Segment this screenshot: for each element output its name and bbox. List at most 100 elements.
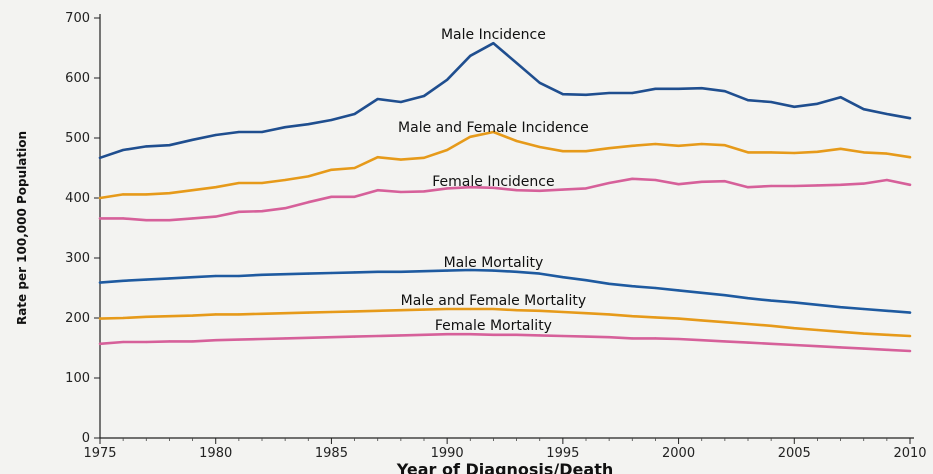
data-point	[816, 102, 819, 105]
data-point	[862, 108, 865, 111]
data-point	[168, 219, 171, 222]
data-point	[700, 180, 703, 183]
data-point	[515, 189, 518, 192]
series-label-1: Male and Female Incidence	[398, 120, 589, 136]
data-point	[700, 291, 703, 294]
data-point	[515, 333, 518, 336]
data-point	[608, 336, 611, 339]
data-point	[98, 317, 102, 320]
data-point	[284, 126, 287, 129]
data-point	[214, 313, 217, 316]
data-point	[399, 100, 402, 104]
data-point	[307, 272, 310, 275]
data-point	[399, 309, 402, 312]
data-point	[538, 334, 541, 337]
series-label-5: Female Mortality	[435, 318, 552, 334]
data-point	[422, 190, 426, 193]
data-point	[122, 148, 125, 152]
data-point	[260, 210, 264, 213]
series-label-3: Male Mortality	[444, 255, 544, 271]
data-point	[770, 184, 773, 188]
data-point	[538, 81, 541, 84]
data-point	[307, 175, 310, 178]
data-point	[631, 91, 634, 95]
data-point	[98, 217, 102, 220]
data-point	[584, 93, 588, 96]
data-point	[700, 87, 703, 90]
data-point	[330, 310, 333, 314]
data-point	[330, 336, 333, 339]
data-point	[422, 156, 426, 159]
data-point	[608, 147, 611, 150]
data-point	[654, 286, 657, 290]
data-point	[237, 130, 240, 134]
data-point	[122, 279, 125, 282]
data-point	[237, 210, 240, 213]
y-tick-label: 200	[65, 311, 90, 326]
data-point	[746, 322, 750, 326]
data-point	[422, 308, 426, 311]
data-point	[561, 150, 564, 153]
data-point	[260, 337, 264, 341]
data-point	[307, 336, 310, 339]
data-point	[677, 317, 680, 320]
data-point	[816, 303, 819, 306]
data-point	[214, 274, 217, 278]
data-point	[839, 183, 842, 186]
data-point	[492, 333, 495, 336]
data-point	[723, 90, 726, 93]
data-point	[376, 334, 379, 338]
data-point	[608, 313, 611, 316]
series-line-5	[98, 332, 912, 353]
data-point	[446, 78, 449, 81]
data-point	[492, 186, 495, 189]
data-point	[816, 184, 819, 187]
data-point	[908, 117, 912, 120]
data-point	[862, 307, 865, 311]
data-point	[237, 338, 240, 341]
data-point	[885, 178, 888, 182]
data-point	[122, 217, 125, 220]
data-point	[746, 341, 750, 344]
data-point	[515, 139, 518, 143]
data-point	[168, 192, 171, 195]
data-point	[908, 334, 912, 338]
data-point	[862, 151, 865, 154]
data-point	[214, 339, 217, 342]
data-point	[376, 156, 379, 159]
y-tick-label: 100	[65, 371, 90, 386]
data-point	[353, 195, 356, 198]
y-tick-label: 500	[65, 131, 90, 146]
data-point	[168, 315, 171, 318]
data-point	[723, 321, 726, 324]
x-tick-label: 2005	[778, 446, 811, 461]
data-point	[191, 189, 194, 192]
data-point	[492, 42, 495, 45]
data-point	[862, 332, 865, 335]
data-point	[885, 333, 888, 336]
data-point	[214, 133, 217, 137]
data-point	[793, 184, 796, 188]
y-tick-label: 600	[65, 71, 90, 86]
data-point	[469, 268, 472, 272]
data-point	[515, 61, 518, 65]
data-point	[469, 135, 472, 138]
data-point	[746, 99, 750, 102]
x-tick-label: 1975	[83, 446, 116, 461]
data-point	[584, 187, 588, 190]
data-point	[168, 340, 171, 343]
data-point	[770, 342, 773, 345]
data-point	[561, 310, 564, 314]
data-point	[353, 310, 356, 313]
data-point	[191, 340, 194, 343]
data-point	[260, 130, 264, 134]
y-axis-title: Rate per 100,000 Population	[15, 131, 29, 325]
data-point	[584, 312, 588, 315]
data-point	[446, 307, 449, 311]
data-point	[353, 335, 356, 338]
data-point	[677, 87, 680, 90]
data-point	[885, 152, 888, 155]
data-point	[145, 340, 148, 344]
data-point	[237, 181, 240, 185]
